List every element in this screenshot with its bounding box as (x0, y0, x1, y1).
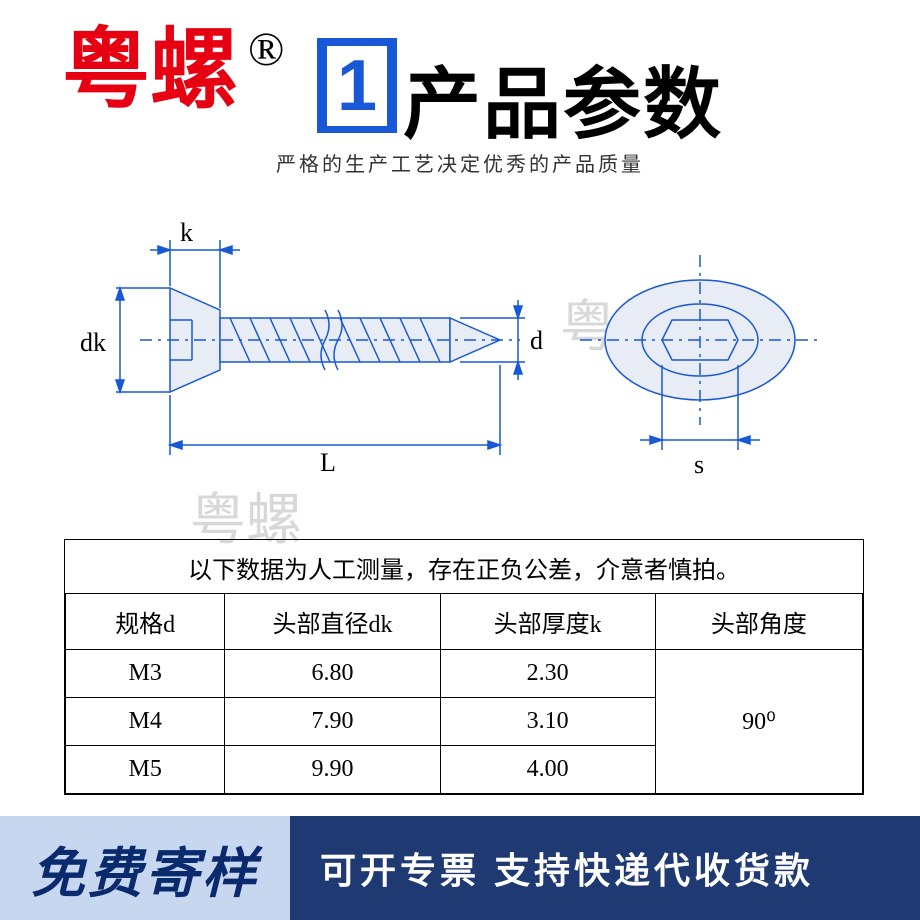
footer-right-text: 可开专票 支持快递代收货款 (290, 816, 920, 920)
cell-angle: 90⁰ (655, 650, 862, 794)
footer-banner: 免费寄样 可开专票 支持快递代收货款 (0, 816, 920, 920)
dim-label-L: L (320, 448, 336, 478)
dim-label-k: k (180, 218, 193, 248)
cell: 7.90 (225, 698, 440, 746)
cell: 6.80 (225, 650, 440, 698)
registered-mark: ® (248, 22, 284, 77)
cell: M5 (66, 746, 225, 794)
col-header: 头部直径dk (225, 594, 440, 650)
technical-diagram: k dk d L s (80, 210, 860, 500)
table-caption: 以下数据为人工测量，存在正负公差，介意者慎拍。 (65, 540, 863, 594)
col-header: 规格d (66, 594, 225, 650)
subtitle: 严格的生产工艺决定优秀的产品质量 (0, 148, 920, 177)
dim-label-d: d (530, 326, 543, 356)
table-header-row: 规格d 头部直径dk 头部厚度k 头部角度 (66, 594, 863, 650)
col-header: 头部厚度k (440, 594, 655, 650)
dim-label-s: s (694, 450, 704, 480)
brand-logo: 粤螺 (62, 28, 238, 116)
footer-left-badge: 免费寄样 (0, 816, 290, 920)
cell: 9.90 (225, 746, 440, 794)
dim-label-dk: dk (80, 328, 106, 358)
cell: 3.10 (440, 698, 655, 746)
page-title: 产品参数 (403, 42, 723, 154)
cell: 2.30 (440, 650, 655, 698)
cell: M3 (66, 650, 225, 698)
col-header: 头部角度 (655, 594, 862, 650)
section-number-badge: 1 (317, 38, 397, 133)
table-row: M3 6.80 2.30 90⁰ (66, 650, 863, 698)
section-number: 1 (327, 46, 387, 126)
cell: M4 (66, 698, 225, 746)
cell: 4.00 (440, 746, 655, 794)
spec-table: 以下数据为人工测量，存在正负公差，介意者慎拍。 规格d 头部直径dk 头部厚度k… (64, 539, 864, 795)
parameters-table: 规格d 头部直径dk 头部厚度k 头部角度 M3 6.80 2.30 90⁰ M… (65, 594, 863, 794)
